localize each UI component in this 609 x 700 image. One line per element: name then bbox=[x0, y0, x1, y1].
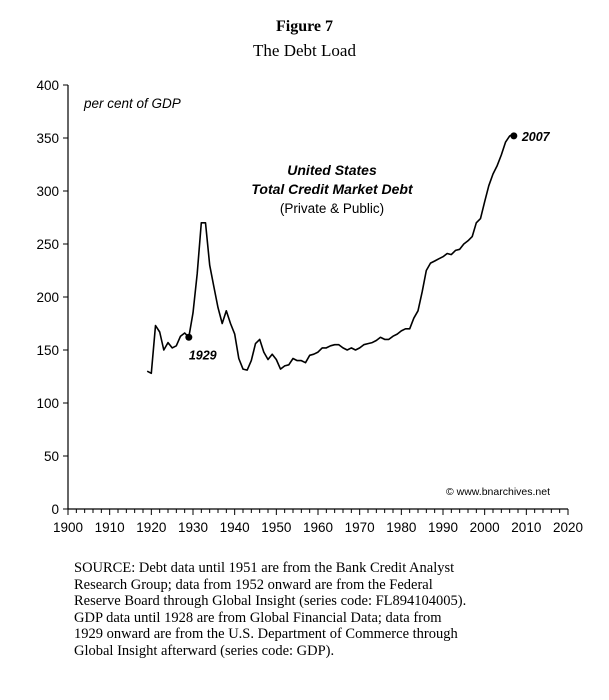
y-tick-label: 400 bbox=[36, 78, 59, 93]
annotation-line1: United States bbox=[287, 162, 377, 178]
marker-point bbox=[510, 132, 518, 140]
y-tick-label: 300 bbox=[36, 184, 59, 199]
figure-title: Figure 7 bbox=[275, 18, 334, 35]
marker-point bbox=[185, 333, 193, 341]
x-tick-label: 1960 bbox=[303, 520, 333, 535]
x-tick-label: 1940 bbox=[220, 520, 250, 535]
x-tick-label: 1910 bbox=[95, 520, 125, 535]
x-tick-label: 1980 bbox=[386, 520, 416, 535]
y-tick-label: 100 bbox=[36, 396, 59, 411]
x-tick-label: 2010 bbox=[511, 520, 541, 535]
marker-label: 2007 bbox=[521, 130, 551, 144]
source-line: 1929 onward are from the U.S. Department… bbox=[74, 626, 458, 643]
y-unit-label: per cent of GDP bbox=[83, 96, 181, 111]
x-tick-label: 1970 bbox=[345, 520, 375, 535]
source-line: SOURCE: Debt data until 1951 are from th… bbox=[74, 560, 455, 576]
x-tick-label: 2000 bbox=[470, 520, 500, 535]
y-tick-label: 0 bbox=[51, 502, 59, 517]
source-line: Research Group; data from 1952 onward ar… bbox=[74, 576, 433, 593]
marker-label: 1929 bbox=[189, 348, 217, 362]
figure-subtitle: The Debt Load bbox=[253, 41, 356, 60]
chart-markers: 1929 2007 bbox=[185, 130, 551, 362]
y-axis-ticks: 0 50 100 150 200 250 300 350 400 bbox=[36, 78, 68, 517]
chart-axes bbox=[67, 85, 568, 510]
annotation-line3: (Private & Public) bbox=[280, 201, 384, 216]
y-tick-label: 50 bbox=[44, 449, 59, 464]
y-tick-label: 250 bbox=[36, 237, 59, 252]
x-tick-label: 2020 bbox=[553, 520, 583, 535]
source-line: Global Insight afterward (series code: G… bbox=[74, 642, 335, 659]
y-tick-label: 150 bbox=[36, 343, 59, 358]
debt-line-chart: 0 50 100 150 200 250 300 350 400 1900 1910 1920 193… bbox=[36, 78, 583, 535]
x-tick-label: 1990 bbox=[428, 520, 458, 535]
y-tick-label: 350 bbox=[36, 131, 59, 146]
x-tick-label: 1950 bbox=[261, 520, 291, 535]
y-tick-label: 200 bbox=[36, 290, 59, 305]
x-tick-label: 1930 bbox=[178, 520, 208, 535]
x-axis-ticks: 1900 1910 1920 1930 1940 1950 1960 1970 1980 1990… bbox=[53, 509, 583, 535]
x-tick-label: 1920 bbox=[136, 520, 166, 535]
series-line-total-credit-market-debt bbox=[146, 133, 515, 375]
source-note: SOURCE: Debt data until 1951 are from th… bbox=[74, 560, 574, 660]
annotation-line2: Total Credit Market Debt bbox=[251, 181, 414, 197]
watermark-text: © www.bnarchives.net bbox=[446, 486, 550, 498]
source-line: Reserve Board through Global Insight (se… bbox=[74, 593, 467, 610]
x-tick-label: 1900 bbox=[53, 520, 83, 535]
source-line: GDP data until 1928 are from Global Fina… bbox=[74, 609, 442, 626]
